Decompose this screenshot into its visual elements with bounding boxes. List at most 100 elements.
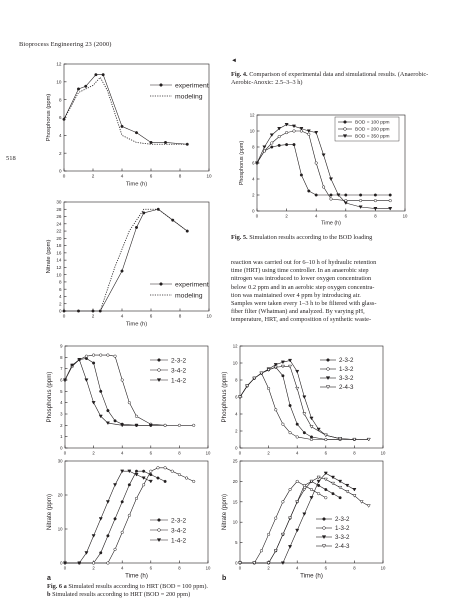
- series-2-4-3: [237, 475, 371, 565]
- x-tick-label: 4: [121, 565, 124, 570]
- data-point: [317, 483, 321, 487]
- x-axis-label: Time (h): [126, 181, 147, 187]
- data-point: [331, 492, 335, 496]
- running-head: Bioprocess Engineering 23 (2000): [19, 41, 112, 48]
- data-point: [388, 193, 392, 197]
- fig4-caption: Fig. 4. Comparison of experimental data …: [231, 71, 441, 87]
- legend-label: BOD = 100 ppm: [355, 120, 390, 126]
- legend-label: 3-4-2: [171, 527, 187, 534]
- data-point: [70, 363, 75, 368]
- series-line: [64, 359, 151, 426]
- data-point: [324, 488, 328, 492]
- x-axis-label: Time (h): [126, 321, 147, 327]
- data-point: [156, 466, 160, 470]
- x-tick-label: 8: [178, 565, 181, 570]
- series-2-4-3: [237, 364, 371, 442]
- data-point: [287, 516, 293, 521]
- data-point: [280, 360, 285, 365]
- series-line: [64, 354, 194, 426]
- data-point: [299, 173, 303, 177]
- data-point: [245, 384, 250, 388]
- legend-label: 3-4-2: [171, 367, 187, 374]
- data-point: [302, 431, 306, 435]
- data-point: [330, 475, 336, 480]
- y-tick-label: 6: [59, 287, 62, 292]
- x-tick-label: 4: [121, 450, 124, 455]
- fig6b-nitrate-chart: 0 2 4 6 8 10 0 5 10 15 20 25 Time (h) Nitrate (ppm) 2-…: [221, 459, 386, 580]
- series-BOD-200-ppm: [255, 129, 392, 203]
- data-point: [317, 492, 321, 496]
- data-point: [149, 469, 153, 473]
- body-line: time (HRT) using time controller. In an …: [231, 267, 369, 275]
- plot-frame: [63, 63, 210, 172]
- data-point: [62, 309, 66, 313]
- data-point: [142, 211, 146, 215]
- data-point: [285, 143, 289, 147]
- y-tick-label: 4: [60, 400, 63, 405]
- body-line: reaction was carried out for 6–10 h of h…: [231, 259, 377, 266]
- legend-marker: [156, 538, 162, 543]
- fig6-caption-a-text: Simulated results according to HRT (BOD …: [66, 583, 209, 590]
- data-point: [316, 475, 321, 480]
- data-point: [177, 423, 181, 427]
- data-point: [84, 354, 88, 358]
- series-3-4-2: [63, 466, 196, 565]
- data-point: [336, 193, 341, 197]
- x-tick-label: 10: [206, 565, 211, 570]
- data-point: [99, 551, 103, 555]
- x-tick-label: 2: [267, 565, 270, 570]
- data-point: [314, 131, 319, 135]
- data-point: [273, 363, 278, 367]
- legend-label: 1-3-2: [335, 525, 350, 532]
- data-point: [309, 416, 314, 421]
- fig4-phosphorus-chart: 0 2 4 6 8 10 0 2 4 6 8 10 12 Time (h) Phosphorus (ppm)…: [46, 62, 212, 188]
- data-point: [76, 309, 80, 313]
- data-point: [285, 131, 289, 135]
- data-point: [148, 479, 153, 484]
- data-point: [134, 131, 138, 135]
- series-line: [239, 366, 355, 440]
- data-point: [288, 404, 292, 408]
- data-point: [314, 161, 318, 165]
- legend-marker: [157, 518, 161, 522]
- data-point: [120, 124, 124, 128]
- data-point: [345, 490, 350, 494]
- y-tick-label: 3: [60, 412, 63, 417]
- x-tick-label: 8: [179, 174, 182, 179]
- x-tick-label: 6: [150, 450, 153, 455]
- data-point: [388, 207, 393, 211]
- data-point: [106, 409, 110, 413]
- x-tick-label: 6: [150, 565, 153, 570]
- series-modeling: [63, 76, 188, 145]
- x-tick-label: 8: [374, 213, 377, 218]
- x-tick-label: 0: [239, 565, 242, 570]
- data-point: [359, 500, 364, 504]
- data-point: [281, 422, 285, 426]
- legend-marker: [326, 367, 330, 371]
- y-tick-label: 10: [56, 272, 62, 277]
- data-point: [163, 423, 167, 427]
- data-point: [98, 517, 103, 521]
- data-point: [105, 421, 110, 426]
- x-tick-label: 10: [206, 314, 212, 319]
- data-point: [314, 193, 318, 197]
- fig5-bod-chart: 0 2 4 6 8 10 0 2 4 6 8 10 12 Time (h) Phosphorus (ppm)…: [239, 113, 408, 227]
- series-line: [63, 74, 188, 145]
- body-line: temperature, HRT, and composition of syn…: [231, 316, 372, 324]
- legend-marker: [321, 544, 327, 549]
- y-tick-label: 10: [233, 361, 238, 366]
- legend-label: 1-4-2: [171, 537, 187, 544]
- y-tick-label: 26: [56, 214, 62, 219]
- data-point: [295, 435, 299, 439]
- y-tick-label: 8: [235, 378, 238, 383]
- data-point: [316, 479, 321, 484]
- data-point: [345, 483, 350, 488]
- x-tick-label: 0: [239, 450, 242, 455]
- data-point: [288, 431, 292, 435]
- data-point: [338, 437, 343, 441]
- data-point: [291, 124, 297, 129]
- y-tick-label: 1: [60, 434, 63, 439]
- y-tick-label: 0: [59, 169, 62, 174]
